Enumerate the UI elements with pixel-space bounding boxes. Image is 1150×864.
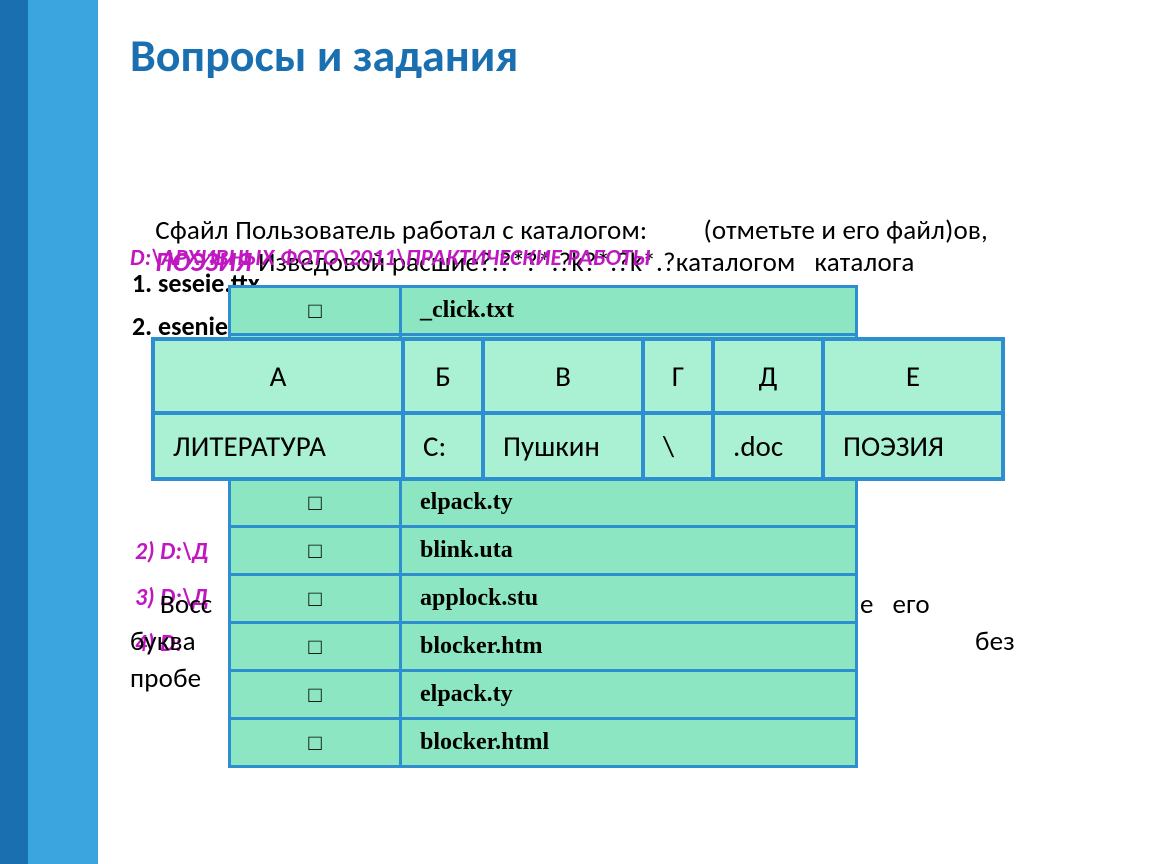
- file-name: _click.txt: [401, 287, 857, 335]
- file-icon: □: [230, 623, 401, 671]
- page-title: Вопросы и задания: [130, 28, 518, 84]
- file-name: elpack.ty: [401, 479, 857, 527]
- letter-table-header: А Б В Г Д Е: [153, 339, 1003, 413]
- col-head-b: Б: [403, 339, 483, 413]
- file-name: blink.uta: [401, 527, 857, 575]
- bg-frag-voss: Восс: [160, 588, 240, 622]
- file-name: applock.stu: [401, 575, 857, 623]
- cell-backslash: \: [643, 413, 713, 479]
- file-row: □elpack.ty: [230, 479, 857, 527]
- letter-table: А Б В Г Д Е ЛИТЕРАТУРА C: Пушкин \ .doc …: [151, 337, 1005, 481]
- col-head-d: Д: [713, 339, 823, 413]
- bg-frag-bukv: буква: [130, 625, 230, 659]
- bg-frag-bez: без: [975, 625, 1035, 659]
- cell-drive: C:: [403, 413, 483, 479]
- col-head-a: А: [153, 339, 403, 413]
- letter-table-row: ЛИТЕРАТУРА C: Пушкин \ .doc ПОЭЗИЯ: [153, 413, 1003, 479]
- col-head-g: Г: [643, 339, 713, 413]
- file-row: □applock.stu: [230, 575, 857, 623]
- cell-literature: ЛИТЕРАТУРА: [153, 413, 403, 479]
- magenta-item: 2) D:\Д: [135, 537, 208, 566]
- file-name: elpack.ty: [401, 671, 857, 719]
- file-icon: □: [230, 575, 401, 623]
- col-head-e: Е: [823, 339, 1003, 413]
- cell-doc: .doc: [713, 413, 823, 479]
- file-icon: □: [230, 479, 401, 527]
- file-row: □blink.uta: [230, 527, 857, 575]
- cell-pushkin: Пушкин: [483, 413, 643, 479]
- sidebar-accent-light: [28, 0, 98, 864]
- file-table-lower: □blink.uta □applock.stu □blocker.htm □el…: [228, 525, 858, 768]
- bg-frag-ego: е его: [860, 588, 1030, 622]
- bg-frag-prob: пробе: [130, 662, 250, 696]
- file-icon: □: [230, 287, 401, 335]
- col-head-v: В: [483, 339, 643, 413]
- file-row: □blocker.htm: [230, 623, 857, 671]
- file-icon: □: [230, 527, 401, 575]
- file-row: □elpack.ty: [230, 671, 857, 719]
- sidebar-accent-dark: [0, 0, 28, 864]
- file-name: blocker.html: [401, 719, 857, 767]
- bg-text-3: D:\АРХИВНЫХ ФОТО\2011\ПРАКТИЧЕСКИЕ РАБОТ…: [130, 244, 1030, 273]
- slide: Вопросы и задания Сфайл Пользователь раб…: [0, 0, 1150, 864]
- file-name: blocker.htm: [401, 623, 857, 671]
- cell-poetry: ПОЭЗИЯ: [823, 413, 1003, 479]
- file-icon: □: [230, 671, 401, 719]
- file-icon: □: [230, 719, 401, 767]
- file-row: □_click.txt: [230, 287, 857, 335]
- file-row: □blocker.html: [230, 719, 857, 767]
